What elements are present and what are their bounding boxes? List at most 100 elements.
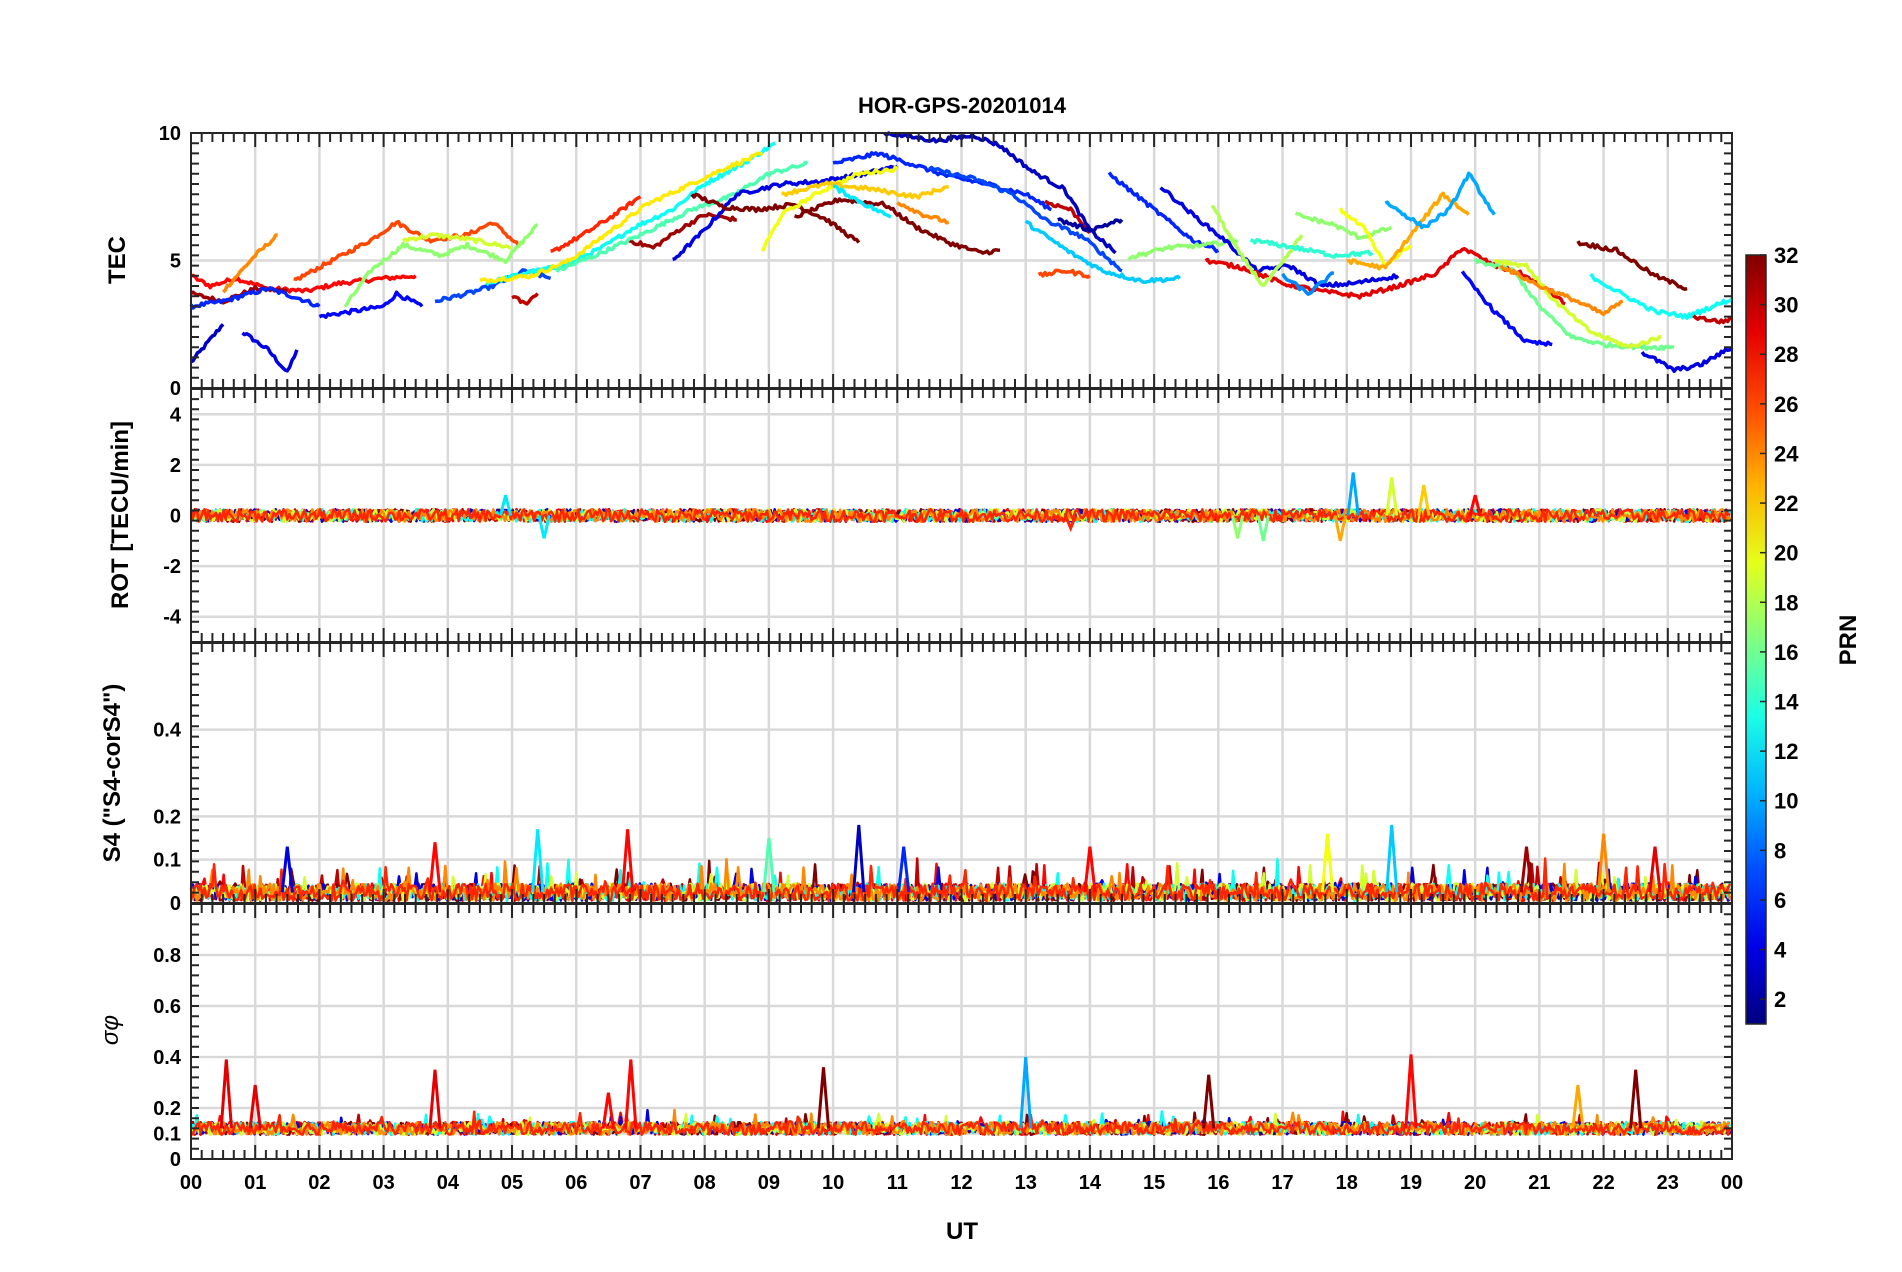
x-tick-label: 09 xyxy=(758,1172,780,1194)
plot-panels: 0 5 10 -4 -2 0 2 4 0 0.1 0.2 0.4 0 0.1 0.2 0.4 0.6 0.8 TEC… xyxy=(97,123,1734,1171)
spike-prn-19 xyxy=(1385,477,1399,516)
tec-arc-prn-18 xyxy=(1210,204,1304,288)
x-tick-label: 03 xyxy=(373,1172,395,1194)
tec-arc-prn-22 xyxy=(781,180,950,200)
colorbar-tick-label: 2 xyxy=(1774,987,1786,1012)
chart-title: HOR-GPS-20201014 xyxy=(858,93,1067,118)
y-tick-label: 0.8 xyxy=(153,945,181,967)
spike-prn-28 xyxy=(1468,494,1482,516)
spike-prn-23 xyxy=(1571,1084,1585,1129)
tec-arc-prn-10 xyxy=(1384,171,1496,230)
colorbar-tick-label: 14 xyxy=(1774,690,1799,715)
x-tick-label: 07 xyxy=(629,1172,651,1194)
tec-arc-prn-17 xyxy=(1294,211,1393,241)
spike-prn-16 xyxy=(1256,515,1270,542)
y-axis-label-3: S4 ("S4-corS4") xyxy=(99,684,126,863)
panel-4: 0 0.1 0.2 0.4 0.6 0.8 xyxy=(153,903,1733,1171)
tec-arc-prn-28 xyxy=(190,273,417,294)
tec-arc-prn-5 xyxy=(318,290,424,319)
x-tick-marks xyxy=(190,133,1733,388)
tec-arc-prn-4 xyxy=(241,331,299,373)
colorbar-tick-label: 12 xyxy=(1774,739,1798,764)
y-axis-label-4: σφ xyxy=(97,1015,124,1045)
colorbar-tick-label: 24 xyxy=(1774,441,1799,466)
colorbar-tick-label: 4 xyxy=(1774,938,1787,963)
tec-arc-prn-6 xyxy=(189,286,321,310)
spike-prn-20 xyxy=(1320,833,1335,893)
y-tick-label: 0 xyxy=(170,1149,181,1171)
x-tick-label: 06 xyxy=(565,1172,587,1194)
spike-prn-28 xyxy=(621,829,635,893)
x-tick-marks xyxy=(190,643,1733,903)
spike-prn-23 xyxy=(1333,515,1347,542)
tec-arc-prn-30 xyxy=(511,292,539,306)
tec-arc-prn-11 xyxy=(1024,219,1181,285)
y-tick-label: 0 xyxy=(170,506,181,528)
y-tick-label: 0.4 xyxy=(153,1047,182,1069)
y-tick-label: -2 xyxy=(163,556,181,578)
spike-prn-3 xyxy=(852,824,866,893)
x-tick-label: 11 xyxy=(887,1172,908,1194)
trace-prn-27 xyxy=(190,1110,1732,1137)
colorbar-tick-label: 28 xyxy=(1774,342,1798,367)
y-tick-label: 0.1 xyxy=(153,850,181,872)
tec-arc-prn-19 xyxy=(401,232,513,250)
trace-prn-27 xyxy=(189,507,1731,524)
spike-prn-11 xyxy=(1385,824,1399,893)
panel-data xyxy=(189,472,1732,542)
tec-arc-prn-21 xyxy=(479,151,763,284)
colorbar-tick-label: 26 xyxy=(1774,392,1798,417)
x-tick-label: 01 xyxy=(244,1172,266,1194)
tec-arc-prn-14 xyxy=(1249,237,1374,259)
tec-arc-prn-3 xyxy=(190,323,225,364)
tec-arc-prn-13 xyxy=(485,141,776,287)
tec-arc-prn-19 xyxy=(1493,259,1662,349)
x-tick-marks xyxy=(190,389,1733,642)
y-tick-marks xyxy=(191,388,1732,643)
tec-arc-prn-32 xyxy=(1576,240,1688,291)
panel-2: -4 -2 0 2 4 xyxy=(163,388,1733,643)
y-tick-marks xyxy=(191,903,1732,1160)
spike-prn-6 xyxy=(897,846,911,893)
y-tick-label: 0.1 xyxy=(153,1124,181,1146)
tec-arc-prn-4 xyxy=(1640,346,1734,374)
y-axis-label-1: TEC xyxy=(104,236,131,284)
y-tick-marks xyxy=(191,642,1732,904)
tec-arc-prn-6 xyxy=(1107,171,1220,254)
tec-arc-prn-23 xyxy=(1346,191,1470,271)
spike-prn-29 xyxy=(428,1069,442,1129)
tec-arc-prn-27 xyxy=(550,195,642,253)
spike-prn-32 xyxy=(1629,1069,1643,1129)
tec-arc-prn-32 xyxy=(793,197,1001,256)
colorbar-tick-label: 22 xyxy=(1774,491,1798,516)
spike-prn-12 xyxy=(537,515,551,539)
panel-data xyxy=(189,131,1734,374)
spike-prn-29 xyxy=(248,1084,262,1129)
tec-arc-prn-3 xyxy=(883,131,1117,255)
x-tick-label: 00 xyxy=(1721,1172,1743,1194)
x-tick-label: 16 xyxy=(1207,1172,1229,1194)
spike-prn-10 xyxy=(1346,472,1360,516)
panel-1: 0 5 10 xyxy=(159,123,1734,400)
x-tick-label: 20 xyxy=(1464,1172,1486,1194)
x-tick-label: 18 xyxy=(1336,1172,1358,1194)
spike-prn-24 xyxy=(1596,833,1611,893)
colorbar-tick-label: 32 xyxy=(1774,243,1798,268)
y-tick-label: 2 xyxy=(170,455,181,477)
tec-arc-prn-5 xyxy=(1460,270,1553,347)
spike-prn-28 xyxy=(1083,846,1097,893)
y-tick-label: 0.2 xyxy=(153,806,181,828)
spike-prn-28 xyxy=(624,1059,638,1129)
x-tick-label: 02 xyxy=(308,1172,330,1194)
spike-prn-32 xyxy=(1202,1074,1216,1129)
colorbar-scale xyxy=(1745,254,1767,1025)
x-tick-label: 23 xyxy=(1657,1172,1679,1194)
y-tick-label: -4 xyxy=(163,607,182,629)
x-tick-label: 13 xyxy=(1015,1172,1037,1194)
tec-arc-prn-12 xyxy=(833,184,892,219)
spike-prn-17 xyxy=(1231,515,1245,539)
tec-arc-prn-13 xyxy=(1589,272,1734,321)
tec-arc-prn-26 xyxy=(293,219,520,281)
tec-arc-prn-15 xyxy=(555,160,809,273)
